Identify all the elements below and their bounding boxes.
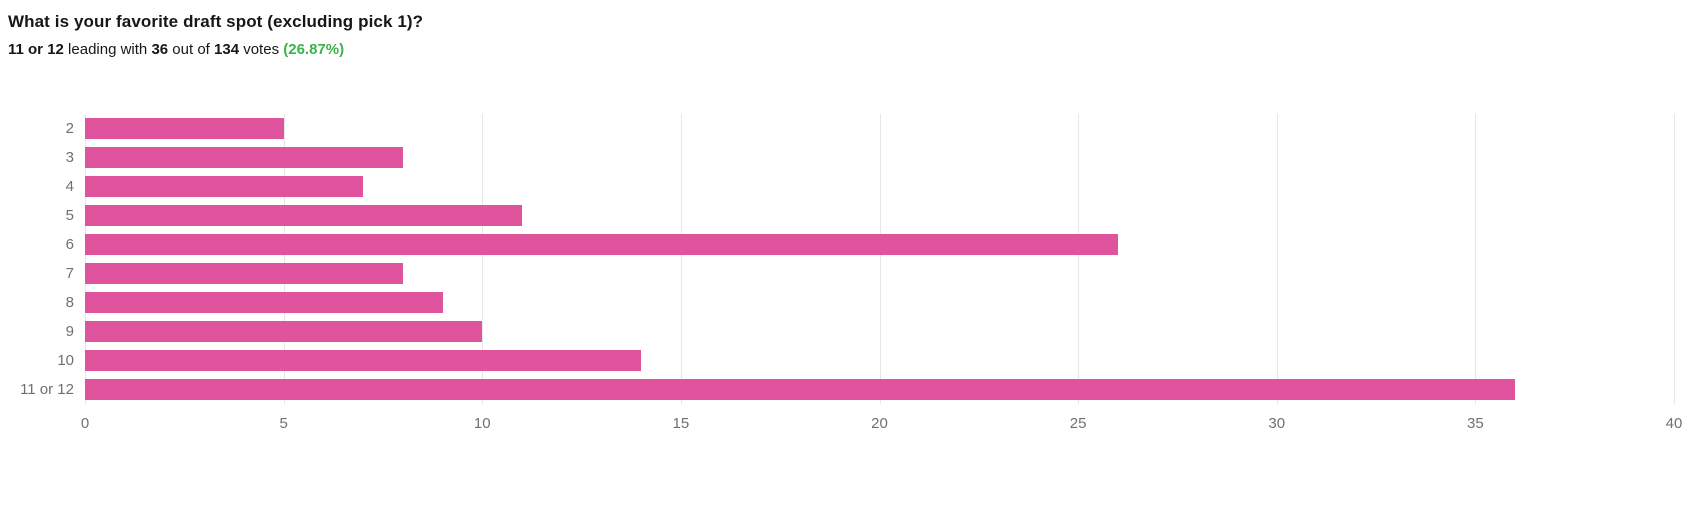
y-axis-label: 10	[57, 352, 74, 369]
gridline	[879, 114, 881, 404]
bar	[85, 234, 1118, 255]
bar	[85, 292, 443, 313]
bar	[85, 379, 1516, 400]
y-axis-label: 5	[65, 207, 74, 224]
gridline	[680, 114, 682, 404]
x-tick-label: 30	[1268, 415, 1286, 432]
y-axis-label: 3	[65, 149, 74, 166]
leading-votes: 36	[151, 41, 169, 58]
bar-row	[85, 114, 1674, 143]
subtitle-text-1: leading with	[63, 41, 152, 58]
y-axis-label: 11 or 12	[20, 381, 74, 398]
bar-row	[85, 259, 1674, 288]
x-tick-label: 40	[1665, 415, 1683, 432]
bar	[85, 147, 403, 168]
bar-row	[85, 172, 1674, 201]
y-axis-label: 4	[65, 178, 74, 195]
x-tick-label: 25	[1069, 415, 1087, 432]
y-axis-label: 8	[65, 294, 74, 311]
leading-option-label: 11 or 12	[8, 41, 64, 58]
bars-area	[85, 114, 1674, 404]
x-tick-label: 35	[1467, 415, 1484, 432]
gridline	[283, 114, 285, 404]
total-votes: 134	[214, 41, 240, 58]
bar	[85, 321, 483, 342]
bar-row	[85, 317, 1674, 346]
bar-row	[85, 346, 1674, 375]
x-tick-label: 20	[871, 415, 888, 432]
plot-area: 0 5 10 15 20 25 30 35 40	[81, 114, 1683, 438]
gridline	[482, 114, 484, 404]
bar-row	[85, 230, 1674, 259]
subtitle-text-3: votes	[239, 41, 284, 58]
x-tick-label: 15	[672, 415, 690, 432]
bar	[85, 263, 403, 284]
bar	[85, 118, 284, 139]
gridline	[85, 114, 86, 404]
bar	[85, 205, 522, 226]
poll-subtitle: 11 or 12 leading with 36 out of 134 vote…	[8, 41, 1698, 58]
x-tick-label: 5	[279, 415, 288, 432]
x-tick-label: 10	[473, 415, 491, 432]
gridline	[1475, 114, 1477, 404]
x-axis: 0 5 10 15 20 25 30 35 40	[81, 404, 1683, 438]
bar	[85, 176, 364, 197]
y-axis-label: 6	[65, 236, 74, 253]
subtitle-text-2: out of	[168, 41, 215, 58]
y-axis-label: 9	[65, 323, 74, 340]
bar-row	[85, 143, 1674, 172]
gridline	[1078, 114, 1080, 404]
bar	[85, 350, 642, 371]
poll-title: What is your favorite draft spot (exclud…	[8, 12, 424, 31]
gridlines	[85, 114, 1675, 404]
x-tick-label: 0	[80, 415, 90, 432]
bar-chart: 2 3 4 5 6 7 8 9 10 11 or 12 0 5 10 15 20 25 30 35 40	[8, 114, 1698, 438]
y-axis-label: 2	[65, 120, 74, 137]
gridline	[1674, 114, 1675, 404]
bar-row	[85, 375, 1674, 404]
leading-percent: (26.87%)	[283, 41, 345, 58]
y-axis-label: 7	[65, 265, 74, 282]
gridline	[1276, 114, 1278, 404]
y-axis-labels: 2 3 4 5 6 7 8 9 10 11 or 12	[8, 114, 85, 438]
poll-result-card: What is your favorite draft spot (exclud…	[8, 12, 1698, 438]
bar-row	[85, 201, 1674, 230]
bar-row	[85, 288, 1674, 317]
